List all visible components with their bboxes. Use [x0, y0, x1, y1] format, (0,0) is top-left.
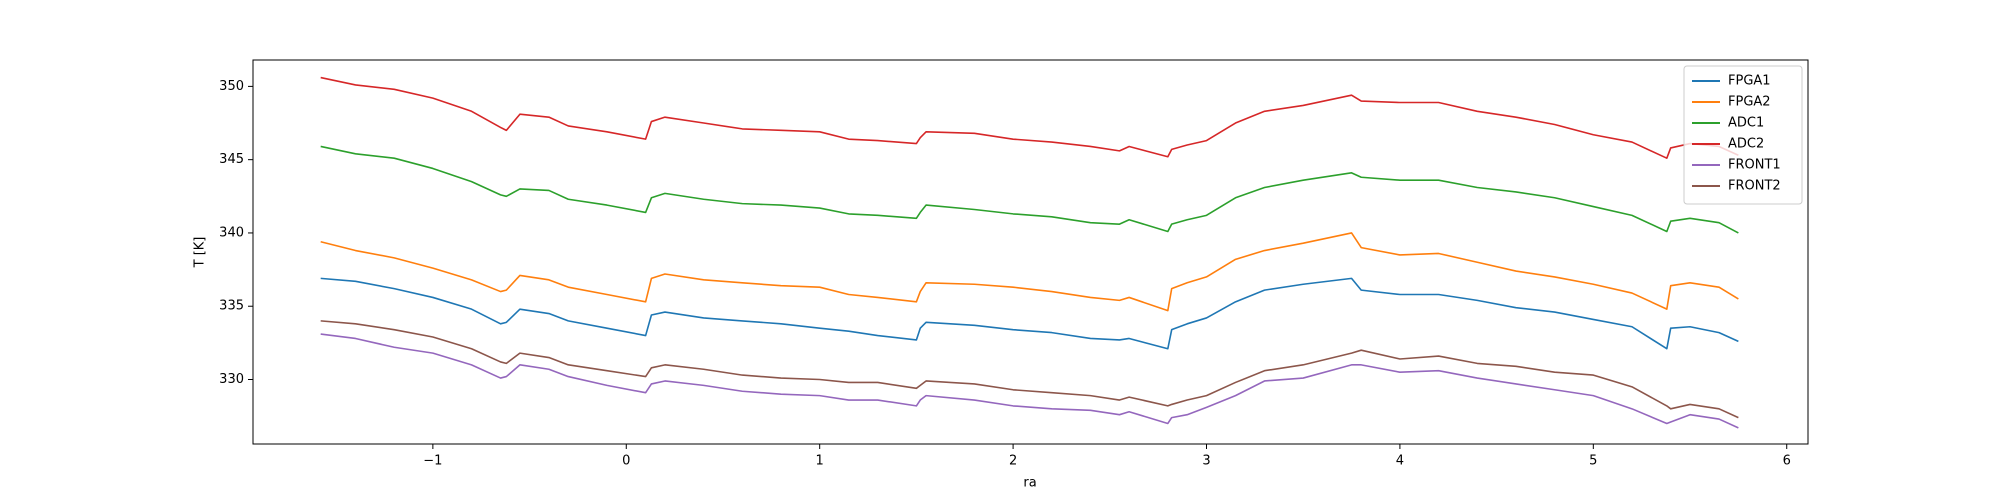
- x-tick-label: 2: [1009, 454, 1017, 469]
- series-line: [320, 333, 1739, 429]
- y-tick-label: 345: [219, 152, 244, 167]
- y-tick-label: 330: [219, 372, 244, 387]
- series-line: [320, 320, 1739, 419]
- y-tick-label: 340: [219, 225, 244, 240]
- legend: FPGA1 FPGA2 ADC1 ADC2 FRONT1 FRONT2: [1683, 65, 1803, 205]
- plot-frame: [252, 59, 1809, 445]
- x-tick-label: 0: [622, 454, 630, 469]
- x-axis-label: ra: [1023, 476, 1036, 491]
- legend-label: ADC2: [1728, 137, 1764, 152]
- legend-label: FRONT1: [1728, 158, 1781, 173]
- x-tick-label: 5: [1589, 454, 1597, 469]
- x-tick-label: −1: [423, 454, 442, 469]
- series-line: [320, 232, 1739, 312]
- legend-label: ADC1: [1728, 116, 1764, 131]
- series-line: [320, 145, 1739, 234]
- series-line: [320, 277, 1739, 350]
- legend-label: FPGA1: [1728, 74, 1771, 89]
- legend-label: FPGA2: [1728, 95, 1771, 110]
- legend-label: FRONT2: [1728, 179, 1781, 194]
- x-tick-label: 4: [1396, 454, 1404, 469]
- x-tick-label: 1: [816, 454, 824, 469]
- x-tick-label: 3: [1202, 454, 1210, 469]
- y-tick-label: 335: [219, 299, 244, 314]
- y-axis-label: T [K]: [193, 237, 208, 269]
- legend-frame: [1683, 65, 1803, 205]
- x-tick-label: 6: [1783, 454, 1791, 469]
- y-tick-label: 350: [219, 79, 244, 94]
- series-line: [320, 76, 1739, 159]
